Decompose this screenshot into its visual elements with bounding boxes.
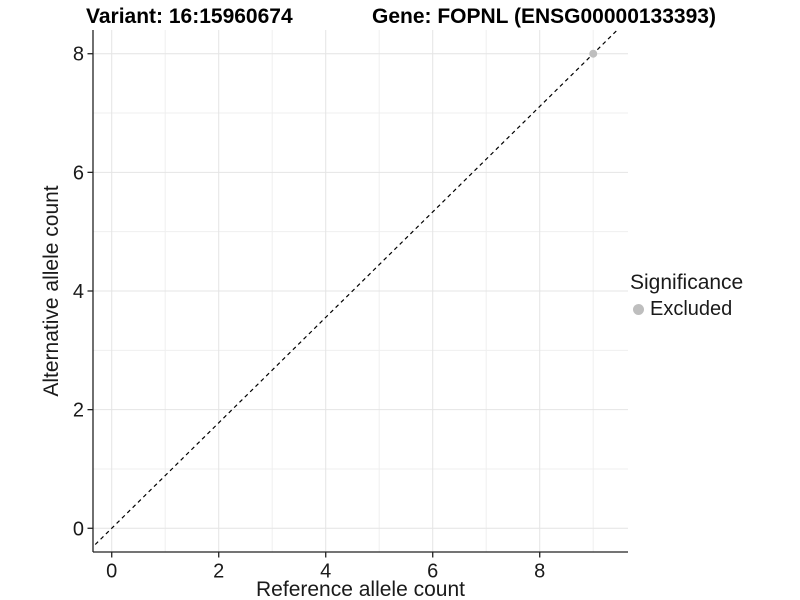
legend-title: Significance — [630, 271, 744, 294]
y-tick-label: 2 — [73, 400, 84, 422]
excluded-point-swatch — [633, 304, 644, 315]
data-point-excluded — [589, 49, 598, 58]
x-tick-label: 2 — [213, 561, 224, 583]
y-tick-label: 8 — [73, 44, 84, 66]
y-tick-label: 4 — [73, 281, 84, 303]
legend-entry-excluded: Excluded — [630, 298, 743, 321]
x-tick-label: 0 — [106, 561, 117, 583]
legend: Significance Excluded — [630, 271, 743, 321]
legend-entry-label: Excluded — [650, 298, 733, 320]
y-axis-title: Alternative allele count — [40, 185, 63, 397]
plot-title-gene: Gene: FOPNL (ENSG00000133393) — [372, 5, 716, 28]
y-tick-label: 6 — [73, 162, 84, 184]
plot-title-variant: Variant: 16:15960674 — [86, 5, 293, 28]
x-tick-label: 4 — [320, 561, 331, 583]
x-axis-title: Reference allele count — [256, 578, 465, 600]
x-tick-label: 8 — [534, 561, 545, 583]
y-tick-label: 0 — [73, 518, 84, 540]
x-tick-label: 6 — [427, 561, 438, 583]
